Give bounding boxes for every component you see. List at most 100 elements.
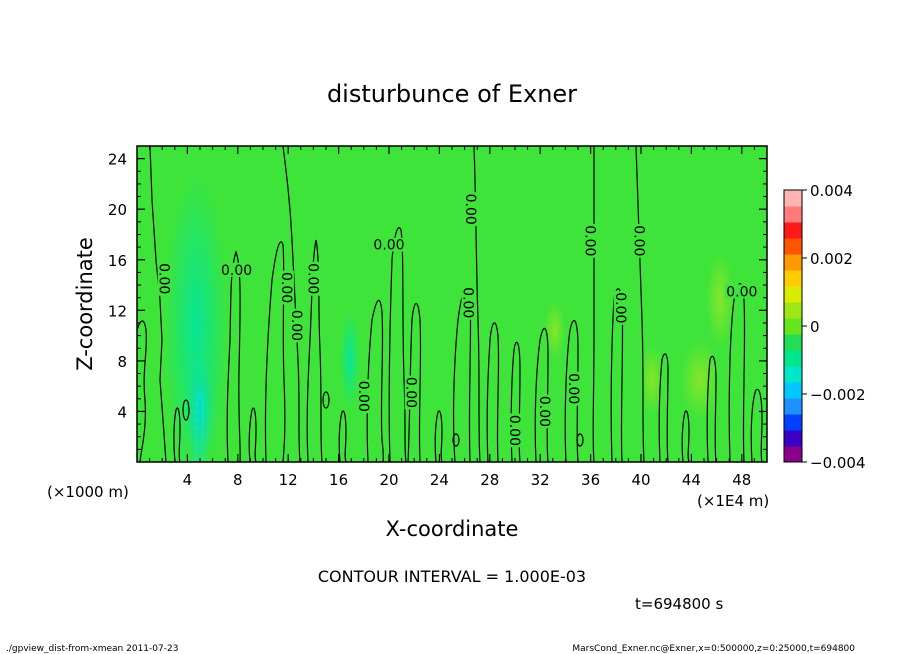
time-label: t=694800 s	[635, 595, 723, 613]
contour-label-bg	[157, 261, 172, 296]
heatmap-blob-high-right	[706, 250, 734, 350]
contour-label-text: 0.00	[565, 373, 581, 404]
contour-label: 0.00	[219, 262, 254, 279]
contour-label-bg	[567, 371, 582, 406]
contour-label: 0.00	[304, 261, 321, 296]
contour-label-text: 0.00	[612, 292, 628, 323]
contour-label: 0.00	[536, 394, 553, 429]
x-tick-label: 28	[480, 471, 499, 489]
contour-label-bg	[538, 394, 553, 429]
colorbar-segment	[784, 238, 802, 255]
heatmap-blob-low-left-core	[186, 355, 214, 462]
colorbar-segment	[784, 430, 802, 447]
heatmap-blob-high-right2	[680, 340, 720, 420]
contour-label-text: 0.00	[355, 381, 371, 412]
contour-label: 0.00	[403, 375, 419, 410]
contour-label-text: 0.00	[462, 194, 478, 225]
colorbar-segment	[784, 286, 802, 303]
y-tick-label: 12	[108, 302, 127, 320]
contour-lines	[137, 146, 763, 462]
contour-label: 0.00	[565, 371, 582, 406]
y-tick-label: 4	[117, 403, 127, 421]
contour-label-text: 0.00	[506, 415, 522, 446]
contour-label-bg	[463, 192, 478, 227]
y-axis: 4 8 12 16 20 24	[108, 151, 767, 450]
contour-label: 0.00	[355, 379, 371, 414]
contour-label-text: 0.00	[582, 225, 598, 256]
negative-contour	[194, 390, 204, 462]
colorbar-ticks: 0.004 0.002 0 −0.002 −0.004	[802, 182, 866, 472]
colorbar-tick-label: −0.004	[810, 454, 866, 472]
x-tick-label: 16	[329, 471, 348, 489]
contour-label: 0.00	[459, 285, 476, 320]
contour-label-bg	[461, 285, 476, 320]
contour-label-bg	[306, 261, 321, 296]
contour-label: 0.00	[582, 223, 598, 258]
colorbar-segment	[784, 366, 802, 383]
contour-label-bg	[279, 270, 294, 305]
contour-label-bg	[404, 375, 419, 410]
contour-label-text: 0.00	[304, 263, 320, 294]
heatmap-field: 0.00 0.000.00 0.000.000.000.000.000.00 0.00…	[137, 146, 767, 462]
colorbar-segment	[784, 334, 802, 351]
colorbar-tick-label: 0.002	[810, 250, 853, 268]
contour-label-bg	[219, 262, 254, 277]
contour-label-bg	[356, 379, 371, 414]
colorbar-segment	[784, 350, 802, 367]
contour-label-text: 0.00	[536, 396, 552, 427]
contour-label-bg	[290, 308, 305, 343]
y-tick-label: 16	[108, 252, 127, 270]
chart-title: disturbunce of Exner	[327, 80, 577, 108]
colorbar-segment	[784, 382, 802, 399]
contour-label: 0.00	[288, 308, 305, 343]
contour-label-text: 0.00	[403, 377, 419, 408]
x-axis: 4 8 12 16 20 24 28 32 36 40 44 48	[149, 146, 755, 489]
contour-label-text: 0.00	[288, 310, 304, 341]
y-tick-label: 24	[108, 151, 127, 169]
x-axis-title: X-coordinate	[386, 517, 519, 541]
heatmap-background	[137, 146, 767, 462]
contour-interval-text: CONTOUR INTERVAL = 1.000E-03	[318, 567, 586, 586]
footer-left: ./gpview_dist-from-xmean 2011-07-23	[6, 644, 178, 654]
colorbar-tick-label: 0.004	[810, 182, 853, 200]
contour-label-bg	[724, 284, 759, 299]
colorbar	[783, 189, 803, 463]
contour-label: 0.00	[612, 290, 628, 325]
contour-label-bg	[508, 413, 522, 448]
colorbar-segment	[784, 398, 802, 415]
colorbar-segment	[784, 446, 802, 463]
contour-label: 0.00	[156, 261, 172, 296]
colorbar-segment	[784, 414, 802, 431]
x-tick-label: 8	[233, 471, 243, 489]
contour-label-text: 0.00	[459, 287, 475, 318]
x-tick-label: 36	[581, 471, 600, 489]
colorbar-tick-label: −0.002	[810, 386, 866, 404]
x-tick-label: 32	[531, 471, 550, 489]
colorbar-segment	[784, 222, 802, 239]
contour-labels: 0.00 0.000.00 0.000.000.000.000.000.00 0.00…	[156, 192, 759, 448]
contour-label-bg	[632, 223, 647, 258]
contour-label: 0.00	[372, 237, 406, 254]
colorbar-tick-label: 0	[810, 318, 820, 336]
contour-label: 0.00	[631, 223, 647, 258]
contour-label-text: 0.00	[726, 284, 757, 300]
heatmap-blob-low-mid	[340, 310, 360, 410]
colorbar-segment	[784, 254, 802, 271]
contour-label: 0.00	[278, 270, 294, 305]
contour-label: 0.00	[506, 413, 522, 448]
contour-label-text: 0.00	[631, 225, 647, 256]
y-tick-label: 8	[117, 353, 127, 371]
x-tick-label: 40	[631, 471, 650, 489]
colorbar-segment	[784, 302, 802, 319]
colorbar-segment	[784, 318, 802, 335]
contour-label: 0.00	[724, 284, 759, 300]
contour-label-text: 0.00	[373, 238, 404, 254]
y-axis-title: Z-coordinate	[73, 237, 97, 371]
x-tick-label: 20	[379, 471, 398, 489]
x-tick-label: 12	[279, 471, 298, 489]
x-tick-label: 4	[183, 471, 193, 489]
contour-label-text: 0.00	[278, 272, 294, 303]
contour-label-bg	[372, 237, 406, 252]
contour-label: 0.00	[462, 192, 478, 227]
